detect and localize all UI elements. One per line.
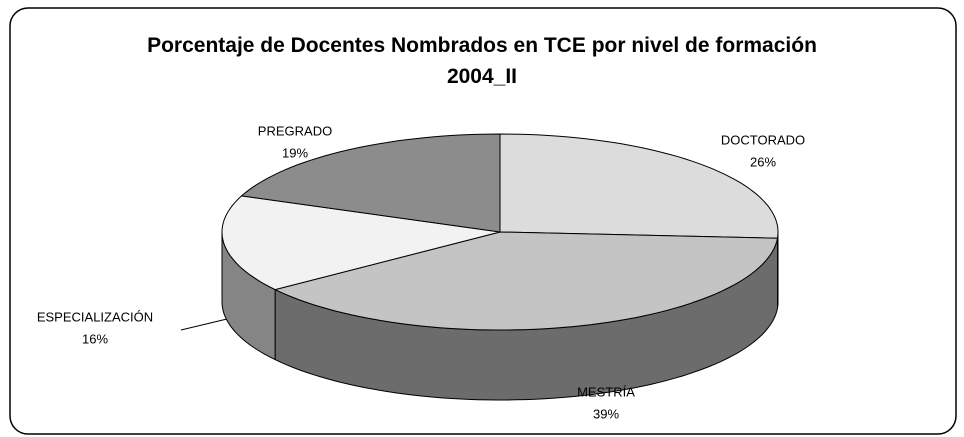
pie-slice [221,195,501,291]
leader-line [180,318,228,331]
slice-value-label: 26% [750,154,776,169]
slice-label: PREGRADO [258,123,332,138]
pie-slice [240,133,501,233]
slice-label: MESTRÍA [577,384,635,399]
pie-slice [499,133,779,239]
slice-value-label: 19% [282,145,308,160]
slice-label: DOCTORADO [721,132,805,147]
slice-value-label: 16% [82,331,108,346]
chart-title: Porcentaje de Docentes Nombrados en TCE … [147,34,817,88]
pie-slice [273,231,779,331]
slice-value-label: 39% [593,406,619,421]
slice-label: ESPECIALIZACIÓN [37,309,153,324]
